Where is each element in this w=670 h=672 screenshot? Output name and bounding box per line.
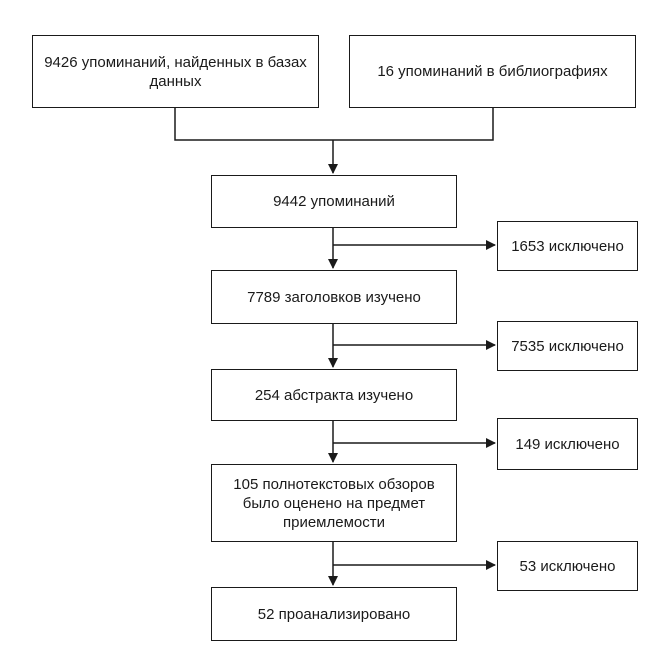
step-label-analyzed: 52 проанализировано [257,605,411,623]
step-label-full-text-assessed: 105 полнотекстовых обзоров было оценено … [233,475,435,531]
source-box-databases: 9426 упоминаний, найденных в базах данны… [32,35,319,108]
step-box-records: 9442 упоминаний [211,175,457,228]
source-label-bibliographies: 16 упоминаний в библиографиях [377,63,608,80]
step-label-abstracts-screened: 254 абстракта изучено [254,386,414,404]
exclusion-box-4: 53 исключено [497,541,638,591]
exclusion-label-2: 7535 исключено [511,337,624,355]
step-box-analyzed: 52 проанализировано [211,587,457,641]
exclusion-box-3: 149 исключено [497,418,638,470]
step-box-full-text-assessed: 105 полнотекстовых обзоров было оценено … [211,464,457,542]
step-label-titles-screened: 7789 заголовков изучено [247,288,421,306]
step-box-titles-screened: 7789 заголовков изучено [211,270,457,324]
source-label-databases: 9426 упоминаний, найденных в базах данны… [44,53,307,90]
step-box-abstracts-screened: 254 абстракта изучено [211,369,457,421]
source-box-bibliographies: 16 упоминаний в библиографиях [349,35,636,108]
exclusion-label-4: 53 исключено [519,557,616,575]
step-label-records: 9442 упоминаний [273,193,395,210]
exclusion-box-1: 1653 исключено [497,221,638,271]
merge-connector [174,108,494,141]
exclusion-box-2: 7535 исключено [497,321,638,371]
exclusion-label-1: 1653 исключено [511,237,624,255]
exclusion-label-3: 149 исключено [515,435,620,453]
